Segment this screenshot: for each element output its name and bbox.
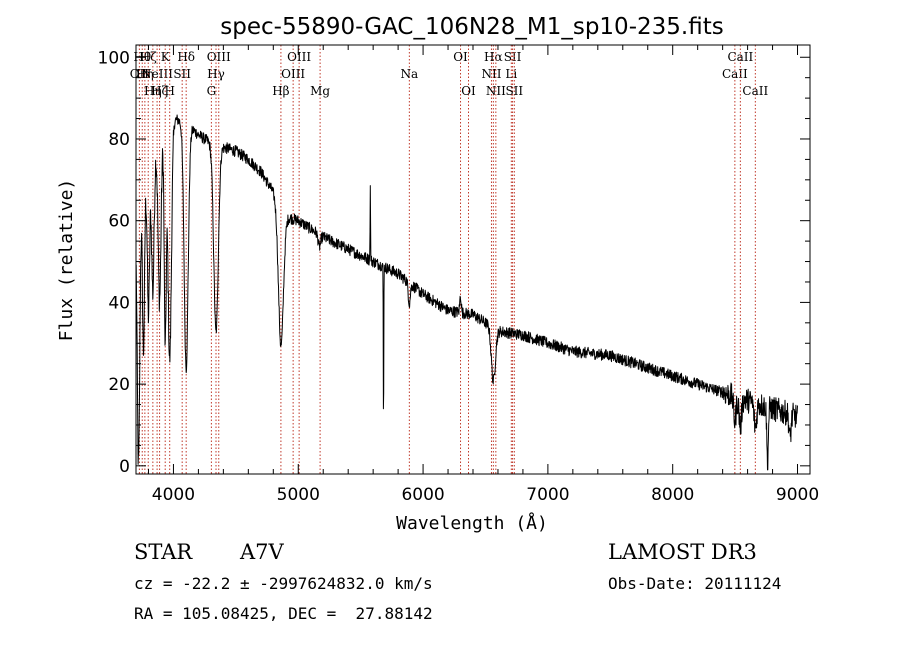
line-marker-label: SII [504, 50, 522, 64]
line-marker-label: G [207, 84, 217, 98]
line-marker-label: Hζ [151, 84, 168, 98]
object-class: STAR [134, 540, 193, 564]
spectrum-line [135, 114, 798, 471]
line-marker-label: CaII [727, 50, 753, 64]
survey-name: LAMOST DR3 [608, 540, 757, 564]
x-tick-label: 4000 [152, 485, 195, 505]
object-subclass: A7V [239, 540, 285, 564]
line-marker-label: Na [401, 67, 419, 81]
line-marker-label: OI [453, 50, 468, 64]
line-markers: OIIHθHηHζHηNeIIIHζKHSIIHδGHγOIIIHβOIIIOI… [130, 45, 768, 474]
obs-date: Obs-Date: 20111124 [608, 574, 781, 593]
line-marker-label: Mg [310, 84, 330, 98]
line-marker-label: Li [505, 67, 517, 81]
chart-title: spec-55890-GAC_106N28_M1_sp10-235.fits [220, 14, 723, 40]
line-marker-label: K [161, 50, 171, 64]
y-tick-label: 40 [108, 293, 130, 313]
line-marker-label: H [164, 84, 174, 98]
line-marker-label: OIII [207, 50, 231, 64]
x-tick-label: 9000 [776, 485, 819, 505]
axis-ticks: 4000 5000 6000 7000 8000 9000 0 20 40 60 80 100 [98, 45, 819, 505]
y-tick-label: 100 [98, 48, 130, 68]
line-marker-label: SII [505, 84, 523, 98]
line-marker-label: OI [461, 84, 476, 98]
y-tick-label: 80 [108, 130, 130, 150]
line-marker-label: NeIII [141, 67, 173, 81]
line-marker-label: Hγ [207, 67, 225, 81]
coordinates-text: RA = 105.08425, DEC = 27.88142 [134, 604, 433, 623]
line-marker-label: SII [173, 67, 191, 81]
line-marker-label: OIII [287, 50, 311, 64]
x-axis-label: Wavelength (Å) [396, 512, 548, 534]
x-tick-label: 8000 [651, 485, 694, 505]
y-tick-label: 20 [108, 375, 130, 395]
line-marker-label: OIII [281, 67, 305, 81]
plot-frame [135, 44, 811, 475]
line-marker-label: CaII [742, 84, 768, 98]
line-marker-label: NII [481, 67, 501, 81]
x-tick-label: 6000 [401, 485, 444, 505]
line-marker-label: Hα [484, 50, 503, 64]
line-marker-label: Hδ [177, 50, 195, 64]
line-marker-label: NII [486, 84, 506, 98]
y-tick-label: 60 [108, 212, 130, 232]
line-marker-label: CaII [722, 67, 748, 81]
x-tick-label: 5000 [277, 485, 320, 505]
y-axis-label: Flux (relative) [56, 179, 77, 342]
x-tick-label: 7000 [526, 485, 569, 505]
y-tick-label: 0 [119, 457, 130, 477]
line-marker-label: Hβ [272, 84, 289, 98]
redshift-text: cz = -22.2 ± -2997624832.0 km/s [134, 574, 433, 593]
